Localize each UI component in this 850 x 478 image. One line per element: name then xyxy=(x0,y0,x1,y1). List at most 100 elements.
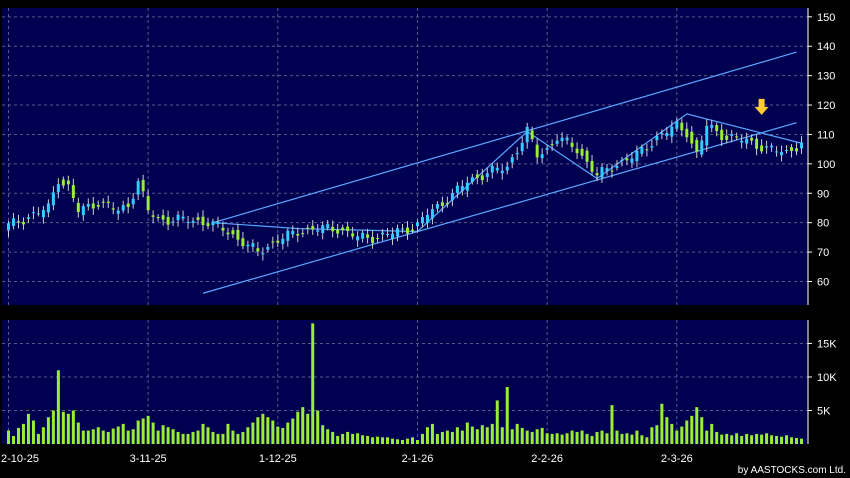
candle-body xyxy=(795,148,799,152)
candle-body xyxy=(425,215,429,223)
candle-body xyxy=(6,223,10,231)
candle-body xyxy=(321,225,325,234)
volume-bar xyxy=(690,415,694,444)
volume-bar xyxy=(386,437,390,444)
volume-bar xyxy=(780,436,784,444)
volume-bar xyxy=(725,433,729,444)
candle-body xyxy=(625,158,629,161)
price-tick-label: 90 xyxy=(817,188,829,200)
candle-body xyxy=(141,179,145,192)
volume-bar xyxy=(630,434,634,444)
candle-body xyxy=(161,215,165,220)
candle-body xyxy=(211,221,215,226)
candle-body xyxy=(470,177,474,182)
volume-bar xyxy=(485,427,489,444)
candle-body xyxy=(600,167,604,178)
candle-body xyxy=(151,215,155,217)
volume-bar xyxy=(550,433,554,444)
volume-bar xyxy=(366,435,370,444)
volume-bar xyxy=(505,387,509,444)
candle-body xyxy=(540,154,544,159)
volume-bar xyxy=(116,426,120,444)
volume-bar xyxy=(176,431,180,444)
volume-bar xyxy=(236,433,240,444)
volume-bar xyxy=(565,433,569,444)
volume-bar xyxy=(111,428,115,444)
volume-bar xyxy=(465,422,469,444)
volume-bar xyxy=(715,431,719,444)
volume-bar xyxy=(31,420,35,444)
candle-body xyxy=(186,221,190,223)
candle-body xyxy=(555,140,559,144)
volume-bar xyxy=(251,422,255,444)
volume-bar xyxy=(11,435,15,444)
x-tick-label: 1-12-25 xyxy=(259,453,297,465)
candle-body xyxy=(351,233,355,237)
volume-bar xyxy=(396,439,400,444)
candle-body xyxy=(181,216,185,219)
candle-body xyxy=(740,140,744,143)
candle-body xyxy=(276,240,280,243)
candle-body xyxy=(680,122,684,131)
volume-bar xyxy=(136,420,140,444)
volume-bar xyxy=(336,435,340,444)
volume-bar xyxy=(440,431,444,444)
candle-body xyxy=(116,210,120,214)
candle-body xyxy=(216,222,220,225)
candle-body xyxy=(450,193,454,201)
volume-bar xyxy=(515,423,519,444)
volume-bar xyxy=(46,417,50,444)
candle-body xyxy=(405,227,409,234)
volume-bar xyxy=(500,427,504,444)
candle-body xyxy=(376,238,380,240)
volume-bar xyxy=(216,433,220,444)
volume-bar xyxy=(535,429,539,444)
candle-body xyxy=(81,206,85,216)
volume-bar xyxy=(156,430,160,444)
price-tick-label: 120 xyxy=(817,100,835,112)
candle-body xyxy=(126,203,130,208)
volume-bar xyxy=(76,422,80,444)
volume-bar xyxy=(430,423,434,444)
candle-body xyxy=(720,129,724,141)
volume-bar xyxy=(525,430,529,444)
volume-bar xyxy=(121,423,125,444)
volume-bar xyxy=(735,433,739,444)
candle-body xyxy=(750,137,754,141)
candle-body xyxy=(296,233,300,236)
volume-bar xyxy=(475,429,479,444)
volume-bar xyxy=(56,370,60,444)
price-tick-label: 150 xyxy=(817,12,835,24)
volume-bar xyxy=(181,433,185,444)
candle-body xyxy=(391,233,395,239)
volume-bar xyxy=(720,434,724,444)
volume-bar xyxy=(91,429,95,444)
volume-bar xyxy=(16,427,20,444)
volume-tick-label: 5K xyxy=(817,405,831,417)
volume-bar xyxy=(331,431,335,444)
volume-bar xyxy=(455,427,459,444)
volume-bar xyxy=(635,430,639,444)
volume-bar xyxy=(445,430,449,444)
candle-body xyxy=(121,205,125,211)
volume-bar xyxy=(281,427,285,444)
candle-body xyxy=(710,124,714,128)
volume-bar xyxy=(6,430,10,444)
volume-bar xyxy=(655,425,659,444)
candle-body xyxy=(271,241,275,243)
volume-bar xyxy=(685,420,689,444)
chart-credit: by AASTOCKS.com Ltd. xyxy=(737,465,846,476)
candle-body xyxy=(670,126,674,137)
volume-bar xyxy=(346,431,350,444)
candle-body xyxy=(106,201,110,204)
volume-bar xyxy=(161,425,165,444)
candle-body xyxy=(705,125,709,146)
volume-bar xyxy=(66,413,70,444)
candle-body xyxy=(381,232,385,235)
volume-bar xyxy=(625,433,629,444)
volume-bar xyxy=(590,435,594,444)
volume-bar xyxy=(356,433,360,444)
volume-bar xyxy=(790,437,794,444)
volume-bar xyxy=(450,431,454,444)
